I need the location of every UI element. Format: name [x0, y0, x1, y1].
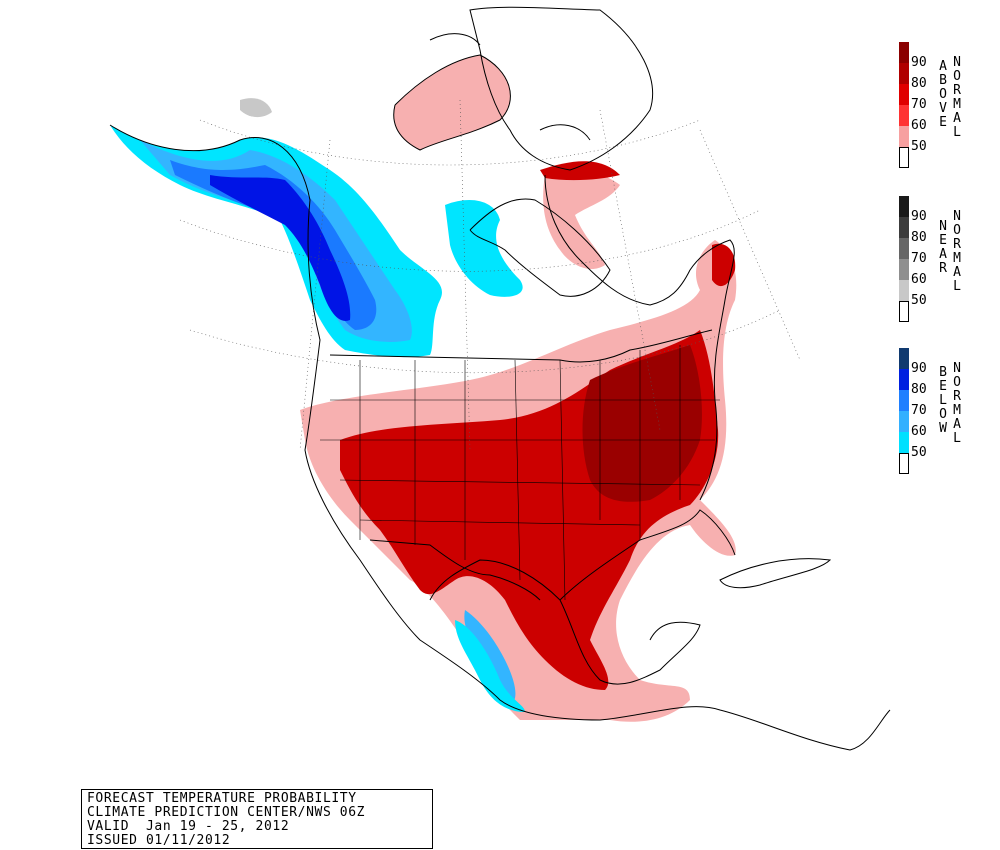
info-issued: ISSUED 01/11/2012: [87, 833, 231, 848]
above-normal-labrador-region: [543, 169, 620, 270]
legend-swatch: [899, 63, 909, 84]
us-canada-border: [329, 329, 713, 363]
legend-tick: 70: [911, 97, 927, 112]
legend-swatch: [899, 147, 909, 168]
legend-tick: 90: [911, 55, 927, 70]
probability-shading: [110, 55, 737, 722]
graticule: [179, 99, 801, 451]
pacific-coastline: [109, 124, 891, 751]
meridian-line: [699, 129, 801, 361]
state-line: [599, 345, 681, 540]
legend-tick: 50: [911, 139, 927, 154]
legend-tick: 80: [911, 76, 927, 91]
above-normal-newfoundland-region: [712, 243, 736, 287]
legend-word-above: ABOVE: [939, 59, 947, 130]
legend-tick: 70: [911, 403, 927, 418]
legend-swatch: [899, 348, 909, 369]
legend-swatch: [899, 238, 909, 259]
cuba-outline: [719, 558, 832, 589]
legend-swatch: [899, 411, 909, 432]
info-source: CLIMATE PREDICTION CENTER/NWS 06Z: [87, 805, 366, 820]
hudson-bay-coastline: [469, 198, 611, 297]
legend-tick: 90: [911, 361, 927, 376]
legend-swatch: [899, 105, 909, 126]
arctic-islands-outline: [393, 33, 591, 151]
legend-word-normal: NORMAL: [953, 209, 961, 294]
legend-swatch: [899, 301, 909, 322]
legend-tick: 60: [911, 118, 927, 133]
above-normal-darkest-region: [582, 345, 702, 502]
near-normal-gray-region: [240, 98, 272, 118]
above-normal-hudson-strait-region: [540, 161, 620, 181]
legend-word-normal: NORMAL: [953, 55, 961, 140]
legend-swatch: [899, 84, 909, 105]
legend-tick: 60: [911, 272, 927, 287]
state-line: [320, 399, 720, 526]
legend-swatch: [899, 280, 909, 301]
below-normal-cyan-interior-region: [445, 200, 523, 297]
below-normal-mexico-region: [464, 610, 516, 705]
legend-tick: 50: [911, 293, 927, 308]
legend-tick: 80: [911, 382, 927, 397]
legend-swatch: [899, 390, 909, 411]
legend-swatch: [899, 259, 909, 280]
legend-swatch: [899, 453, 909, 474]
us-mexico-border: [369, 539, 541, 601]
legend-tick: 50: [911, 445, 927, 460]
parallel-line: [199, 119, 701, 166]
legend-word-near: NEAR: [939, 219, 947, 276]
greenland-outline: [469, 6, 654, 171]
above-normal-arctic-region: [393, 55, 511, 150]
legend-swatch: [899, 432, 909, 453]
state-lines: [320, 345, 720, 601]
legend-tick: 80: [911, 230, 927, 245]
below-normal-dark-region: [210, 175, 351, 321]
legend-swatch: [899, 217, 909, 238]
legend-swatch: [899, 196, 909, 217]
info-valid: VALID Jan 19 - 25, 2012: [87, 819, 290, 834]
legend-swatch: [899, 42, 909, 63]
below-normal-mexico-cyan-region: [455, 620, 525, 712]
info-title: FORECAST TEMPERATURE PROBABILITY: [87, 791, 357, 806]
legend-swatch: [899, 126, 909, 147]
state-line: [359, 359, 566, 601]
legend-tick: 90: [911, 209, 927, 224]
gulf-coastline: [429, 509, 736, 685]
legend-swatch: [899, 369, 909, 390]
legend-tick: 70: [911, 251, 927, 266]
forecast-info-box: FORECAST TEMPERATURE PROBABILITY CLIMATE…: [81, 789, 433, 849]
legend-tick: 60: [911, 424, 927, 439]
legend-word-normal: NORMAL: [953, 361, 961, 446]
legend-word-below: BELOW: [939, 365, 947, 436]
